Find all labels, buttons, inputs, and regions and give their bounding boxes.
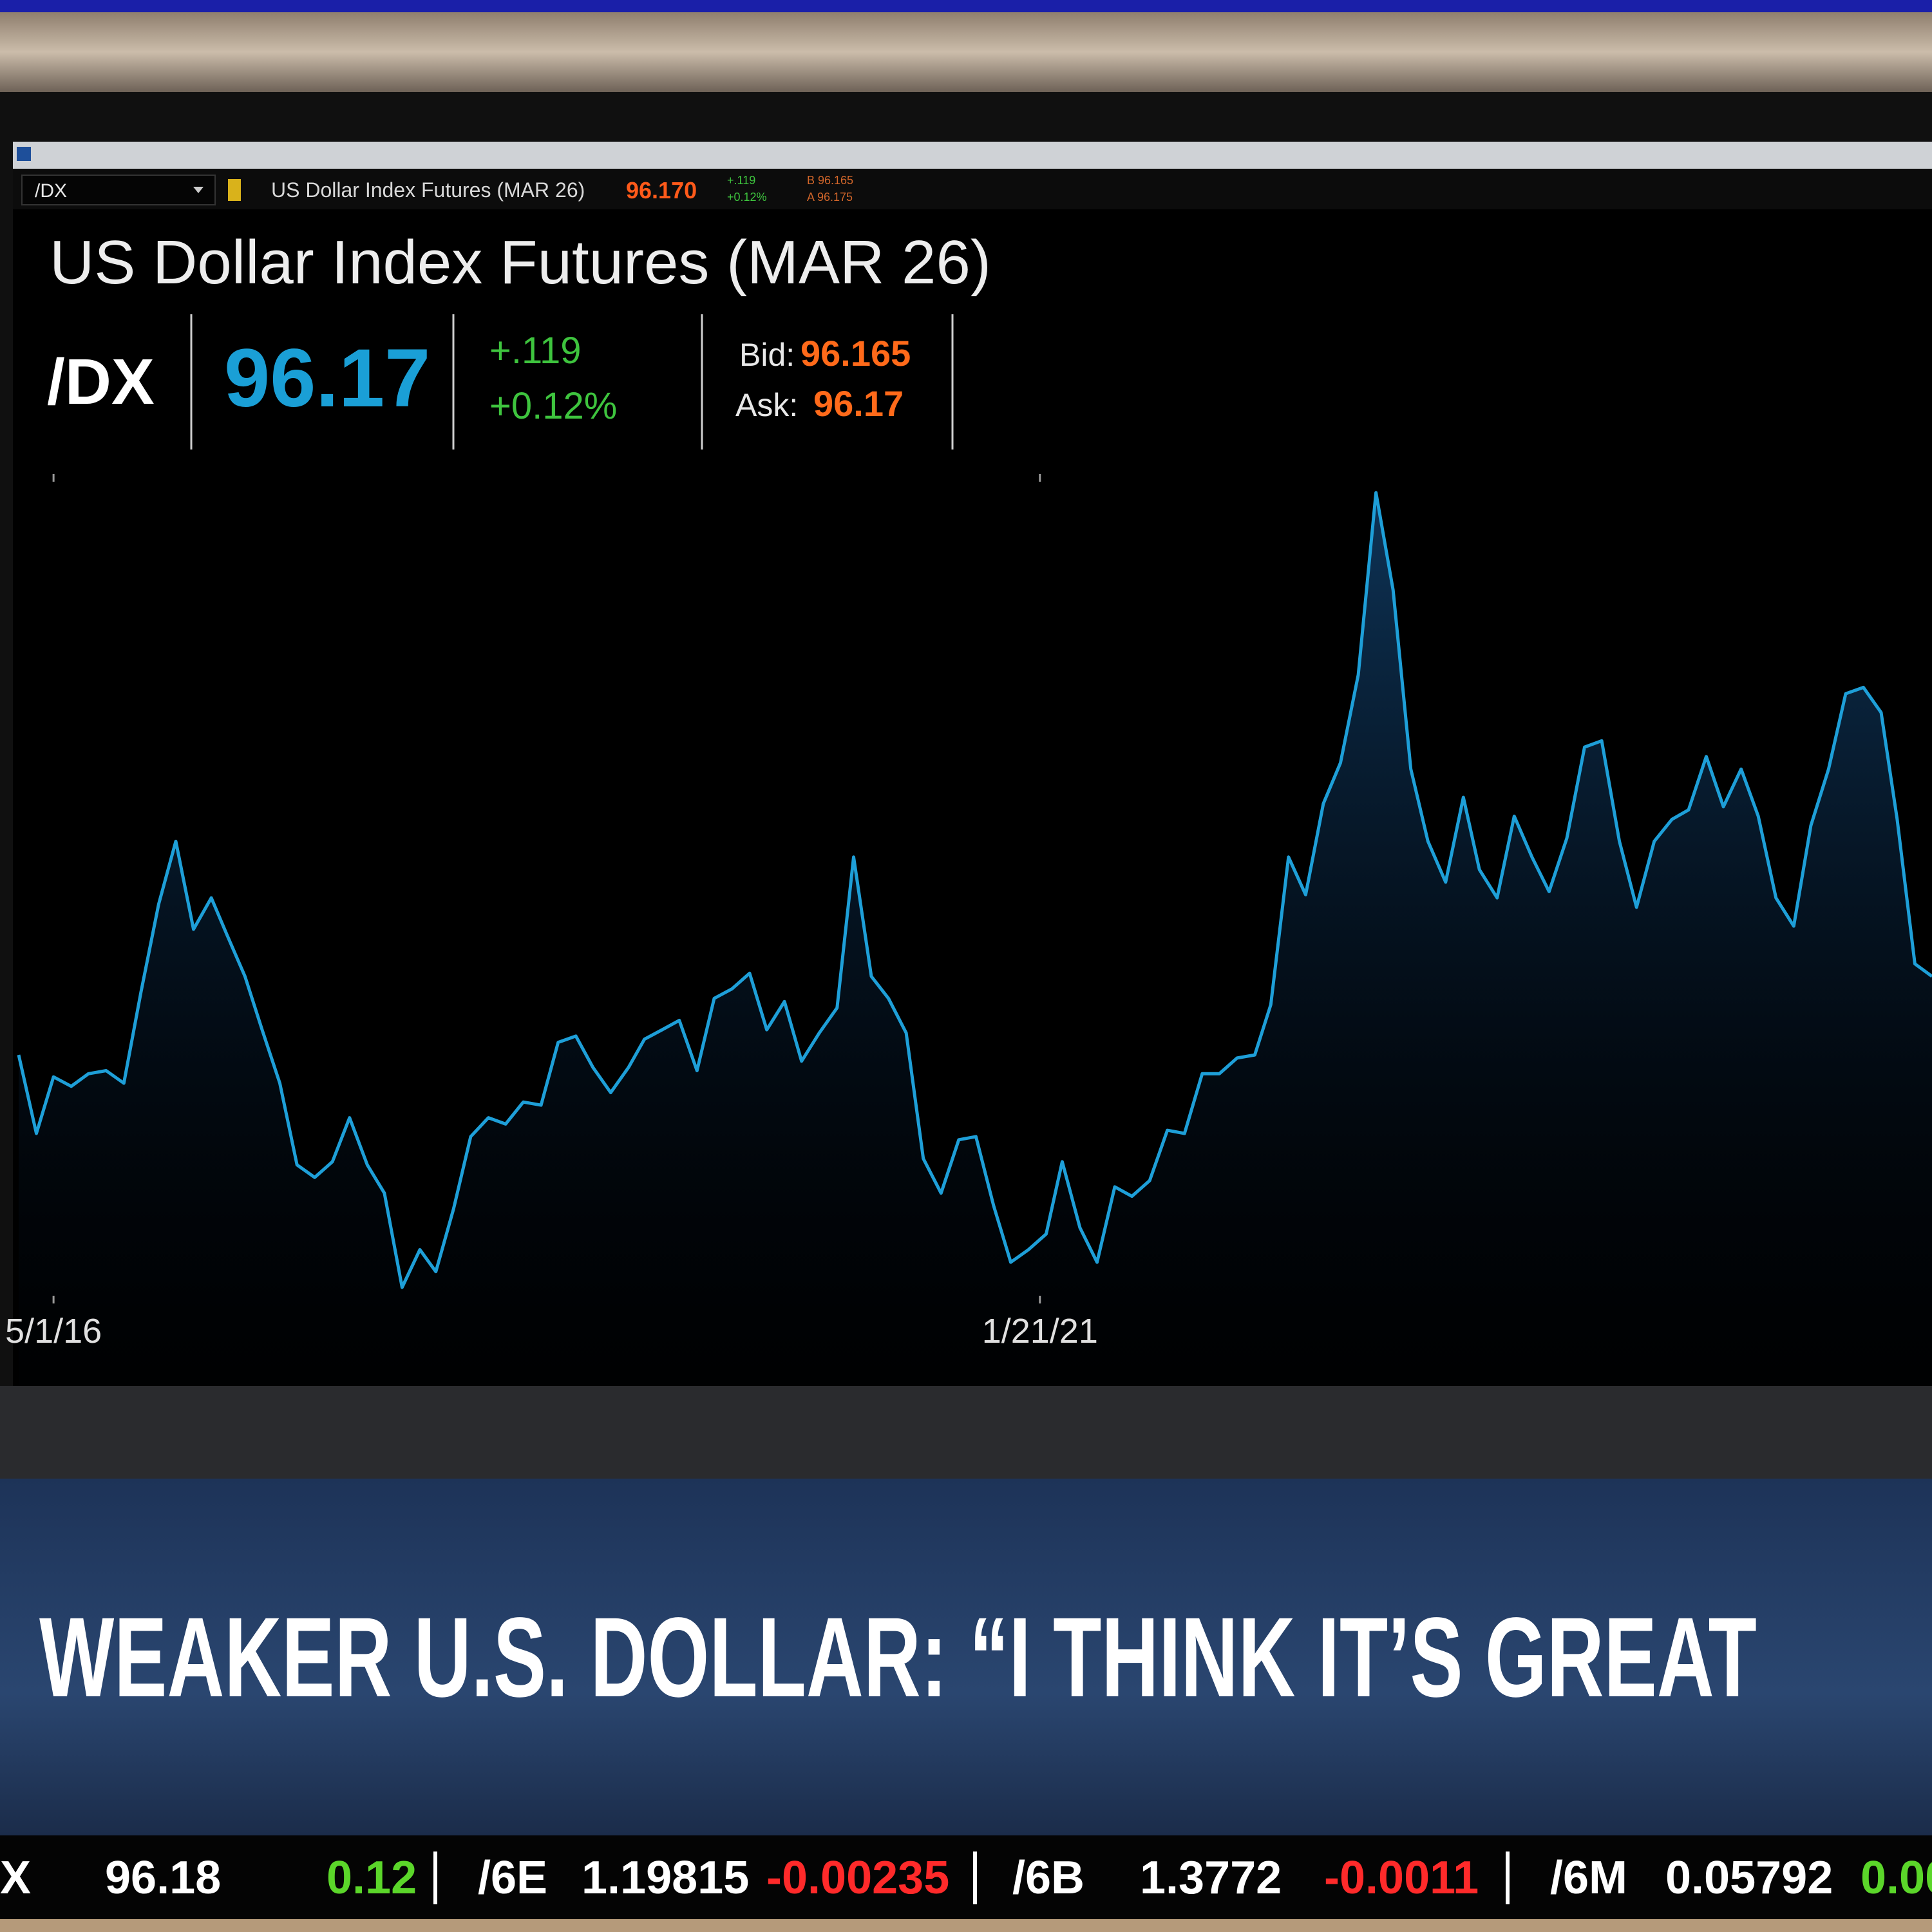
toolbar-change-pct: +0.12% (727, 191, 767, 204)
quote-last: 96.17 (224, 332, 430, 424)
toolbar (13, 169, 1932, 209)
quote-change-pct: +0.12% (489, 385, 617, 427)
toolbar-change: +.119 (727, 174, 755, 187)
x-axis: 5/1/16 1/21/21 (5, 474, 1098, 1350)
toolbar-last: 96.170 (626, 177, 697, 204)
ticker-separator (973, 1852, 977, 1904)
ticker-separator (1506, 1852, 1510, 1904)
toolbar-symbol: /DX (35, 180, 67, 202)
ticker-change: -0.00235 (766, 1852, 949, 1904)
ticker-change: -0.0011 (1324, 1852, 1479, 1904)
app-icon (17, 147, 31, 161)
monitor-base (0, 1386, 1932, 1479)
ticker: X 96.18 0.12/6E 1.19815 -0.00235/6B 1.3772 -0.… (0, 1852, 1932, 1904)
toolbar-description: US Dollar Index Futures (MAR 26) (271, 178, 585, 202)
ticker-bar (0, 1835, 1932, 1919)
x-tick-label: 1/21/21 (982, 1312, 1098, 1350)
price-line (17, 491, 1932, 1289)
x-tick-label: 5/1/16 (5, 1312, 102, 1350)
quote-change: +.119 (489, 330, 581, 372)
ticker-symbol: /6M (1550, 1852, 1627, 1904)
ticker-change: 0.00 (1861, 1852, 1932, 1904)
chart-title: US Dollar Index Futures (MAR 26) (50, 228, 991, 297)
ticker-price: 1.19815 (582, 1852, 749, 1904)
headline-group: WEAKER U.S. DOLLAR: “I THINK IT’S GREAT (39, 1594, 1757, 1721)
bid-value: 96.165 (800, 333, 911, 374)
ticker-symbol: /6B (1012, 1852, 1084, 1904)
info-icon[interactable] (228, 179, 241, 201)
bid-label: Bid: (739, 337, 795, 373)
top-stripe (0, 0, 1932, 12)
ticker-separator (433, 1852, 437, 1904)
area (19, 493, 1932, 1386)
chart-area (17, 491, 1932, 1386)
window-title-bar (13, 142, 1932, 169)
ask-value: 96.17 (813, 383, 904, 424)
ticker-change: 0.12 (327, 1852, 417, 1904)
desk-edge (0, 1919, 1932, 1932)
toolbar-ask: A 96.175 (807, 191, 853, 204)
ticker-price: 96.18 (105, 1852, 221, 1904)
ticker-symbol: /6E (478, 1852, 547, 1904)
headline: WEAKER U.S. DOLLAR: “I THINK IT’S GREAT (39, 1594, 1757, 1721)
frame (0, 12, 1932, 92)
ask-label: Ask: (735, 387, 798, 423)
ticker-price: 1.3772 (1140, 1852, 1282, 1904)
banner (0, 1479, 1932, 1835)
quote-symbol: /DX (47, 346, 155, 418)
ticker-price: 0.05792 (1665, 1852, 1833, 1904)
ticker-symbol: X (0, 1852, 31, 1904)
symbol-box[interactable] (21, 175, 216, 205)
toolbar-bid: B 96.165 (807, 174, 853, 187)
dropdown-arrow[interactable] (193, 187, 204, 193)
